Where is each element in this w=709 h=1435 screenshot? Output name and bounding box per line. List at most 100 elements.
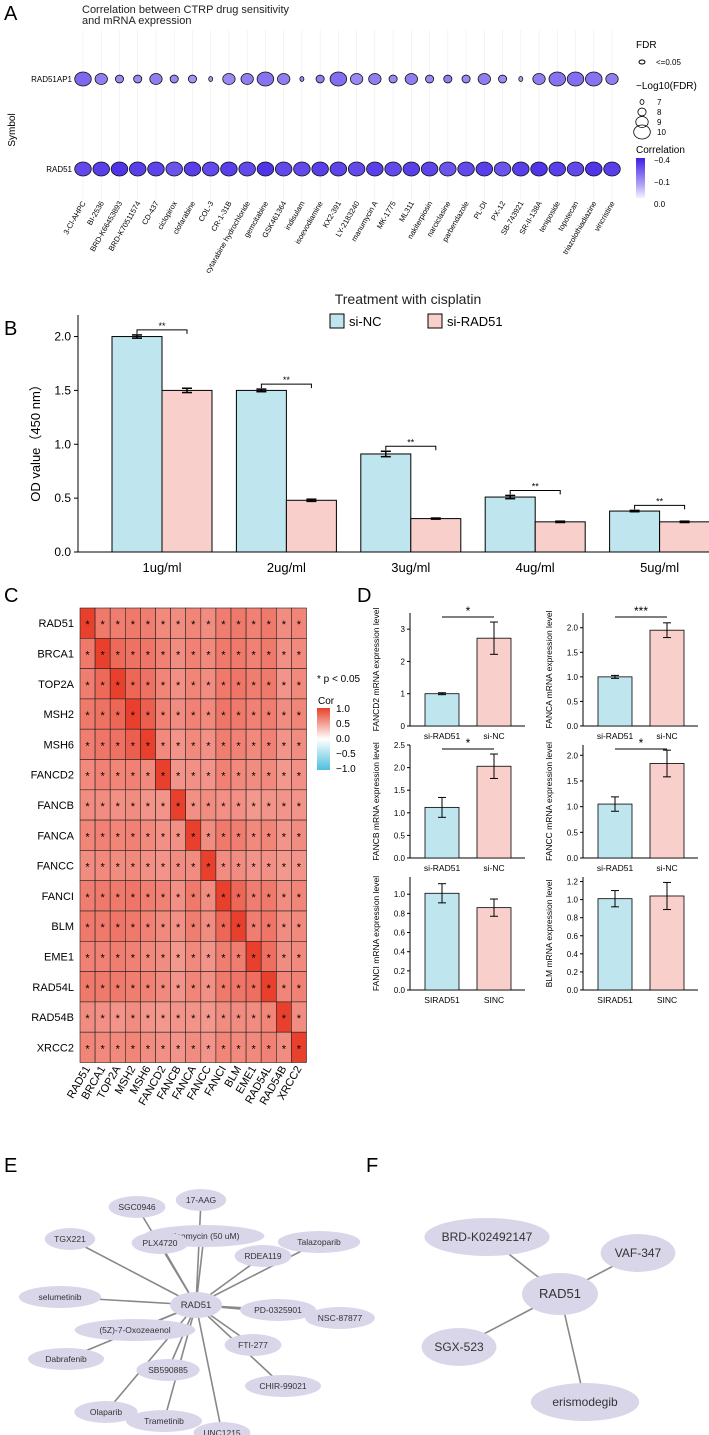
panel-a-bubble — [222, 73, 236, 85]
panel-c-star: * — [252, 619, 257, 631]
panel-c-star: * — [282, 680, 287, 692]
panel-c-star: * — [176, 680, 181, 692]
panel-d-category-label: si-RAD51 — [424, 863, 461, 873]
panel-c-star: * — [236, 952, 241, 964]
legend-size-label: 7 — [657, 98, 662, 107]
panel-a-bubble — [366, 161, 384, 177]
panel-d-category-label: si-NC — [656, 863, 677, 873]
panel-a-bubble — [256, 161, 275, 177]
panel-c-legend-tick: 0.5 — [336, 719, 350, 730]
panel-c-star: * — [206, 740, 211, 752]
panel-c-row-label: FANCC — [37, 861, 74, 873]
panel-c-star: * — [221, 983, 226, 995]
panel-a-drug-label: PX-12 — [489, 200, 507, 223]
panel-c-star: * — [101, 1013, 106, 1025]
panel-c-star: * — [131, 710, 136, 722]
panel-b-bar — [534, 521, 586, 553]
panel-c-star: * — [146, 619, 151, 631]
panel-c-star: * — [236, 710, 241, 722]
panel-a-bubble — [256, 71, 275, 87]
panel-b-category-label: 3ug/ml — [391, 560, 430, 575]
panel-c-star: * — [221, 1013, 226, 1025]
panel-a-bubble — [439, 161, 457, 177]
panel-d-ytick-label: 0.0 — [394, 854, 406, 863]
panel-c-star: * — [101, 710, 106, 722]
panel-a-bubble — [457, 161, 475, 177]
panel-c-star: * — [267, 831, 272, 843]
panel-c-star: * — [282, 771, 287, 783]
panel-c-star: * — [221, 619, 226, 631]
panel-c-star: * — [101, 862, 106, 874]
panel-c-star: * — [282, 952, 287, 964]
panel-c-star: * — [131, 922, 136, 934]
panel-c-star: * — [161, 983, 166, 995]
panel-d-ytick-label: 1.2 — [567, 878, 579, 887]
panel-d-bar — [476, 637, 512, 727]
panel-d-ytick-label: 1 — [401, 690, 406, 699]
panel-c-star: * — [252, 922, 257, 934]
panel-c-star: * — [221, 710, 226, 722]
panel-c-star: * — [236, 892, 241, 904]
network-node-label: Talazoparib — [297, 1237, 341, 1247]
panel-c-star: * — [236, 740, 241, 752]
panel-b-legend-swatch — [427, 313, 443, 329]
panel-b-bar — [235, 389, 287, 553]
panel-d-ylabel: FANCA mRNA expression level — [544, 610, 554, 728]
panel-c-row-label: FANCI — [42, 891, 74, 903]
network-node — [74, 1319, 196, 1341]
panel-c-star: * — [267, 1013, 272, 1025]
panel-c-star: * — [101, 771, 106, 783]
panel-c-star: * — [116, 771, 121, 783]
panel-a-bubble — [92, 161, 110, 177]
panel-d-ylabel: FANCD2 mRNA expression level — [371, 608, 381, 732]
panel-a-title-line1: Correlation between CTRP drug sensitivit… — [82, 4, 290, 16]
panel-d-ytick-label: 0.2 — [394, 967, 406, 976]
panel-c-star: * — [297, 680, 302, 692]
panel-c-star: * — [85, 619, 90, 631]
panel-c-star: * — [221, 680, 226, 692]
panel-c-star: * — [131, 680, 136, 692]
panel-c-legend-tick: −0.5 — [336, 749, 356, 760]
panel-a-bubble — [74, 161, 92, 177]
panel-a-bubble — [493, 161, 512, 177]
panel-d-sig-label: *** — [634, 604, 648, 618]
panel-c-star: * — [206, 1043, 211, 1055]
panel-d-ytick-label: 0.8 — [567, 914, 579, 923]
panel-c-star: * — [176, 740, 181, 752]
panel-a-bubble — [461, 74, 471, 84]
panel-d-sig-label: * — [466, 604, 471, 618]
panel-c-star: * — [282, 1043, 287, 1055]
panel-a-bubble — [475, 161, 494, 177]
panel-c-star: * — [176, 619, 181, 631]
network-edge — [69, 1238, 197, 1306]
legend-color-tick: 0.0 — [654, 200, 666, 209]
network-node — [74, 1401, 138, 1423]
panel-a-bubble — [585, 161, 603, 177]
panel-c-star: * — [282, 1013, 287, 1025]
panel-c-star: * — [146, 710, 151, 722]
panel-c-star: * — [191, 983, 196, 995]
panel-c-star: * — [146, 831, 151, 843]
panel-a-bubble — [347, 161, 366, 177]
panel-b-bar — [609, 510, 661, 553]
panel-d-bar — [476, 765, 512, 859]
network-node-label: SB590885 — [148, 1365, 188, 1375]
network-node — [530, 1383, 640, 1421]
panel-c-star: * — [221, 892, 226, 904]
panel-c-star: * — [176, 1043, 181, 1055]
panel-c-star: * — [236, 922, 241, 934]
panel-c-star: * — [267, 862, 272, 874]
panel-c-star: * — [206, 892, 211, 904]
panel-d-ytick-label: 0.4 — [394, 948, 406, 957]
panel-a-bubble — [110, 161, 129, 177]
panel-a-bubble — [329, 71, 348, 87]
panel-c-star: * — [116, 619, 121, 631]
panel-c-star: * — [297, 831, 302, 843]
panel-a-bubble — [238, 161, 256, 177]
panel-c-star: * — [161, 922, 166, 934]
panel-c-star: * — [236, 801, 241, 813]
panel-d-bar — [424, 693, 460, 727]
panel-d-ytick-label: 1.5 — [567, 648, 579, 657]
panel-c-star: * — [85, 1043, 90, 1055]
panel-c-star: * — [146, 862, 151, 874]
